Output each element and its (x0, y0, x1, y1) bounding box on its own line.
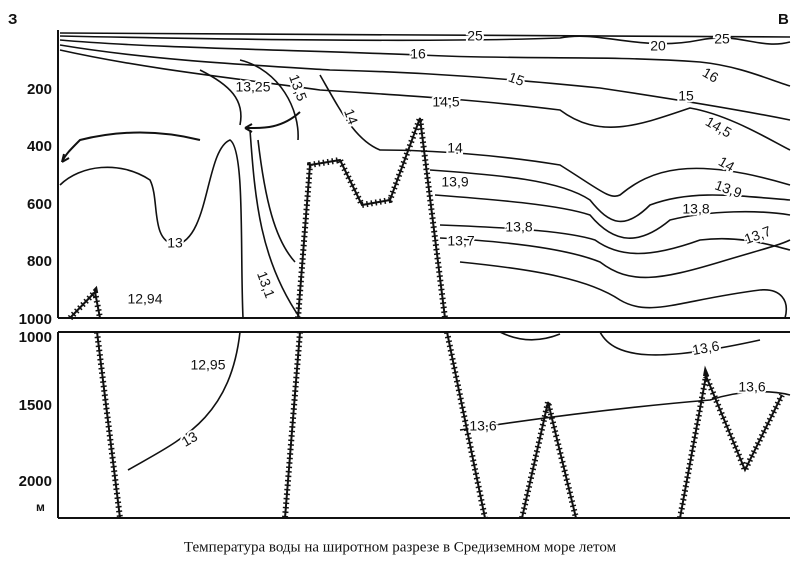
depth-label: 1000 (19, 311, 52, 328)
depth-label: 200 (27, 81, 52, 98)
isotherm-label: 13,7 (742, 223, 773, 247)
isotherm-label: 13,7 (447, 233, 474, 249)
depth-label: 800 (27, 253, 52, 270)
isotherm-label: 13 (167, 235, 183, 251)
isotherm-label: 13,1 (254, 269, 278, 300)
depth-unit: м (36, 500, 45, 514)
depth-label: 2000 (19, 473, 52, 490)
isotherm-label: 13,8 (505, 219, 532, 235)
east-label: В (778, 11, 789, 28)
isotherm-label: 14,5 (703, 113, 735, 141)
isotherm-label: 13,8 (682, 201, 709, 217)
depth-label: 1500 (19, 397, 52, 414)
isotherm-label: 20 (650, 38, 666, 54)
arrows (61, 111, 301, 163)
isotherm-label: 12,94 (127, 291, 162, 307)
isotherm-label: 13,6 (469, 418, 496, 434)
isotherm-label: 13,9 (713, 177, 744, 201)
isotherm-label: 13 (179, 428, 201, 450)
isotherm-label: 14,5 (432, 94, 459, 110)
isotherm-label: 13,5 (286, 72, 310, 103)
caption: Температура воды на широтном разрезе в С… (184, 539, 617, 555)
isotherm-label: 13,25 (235, 79, 270, 95)
isotherm-label: 12,95 (190, 357, 225, 373)
isotherm-label: 15 (678, 88, 694, 104)
isotherm-label: 16 (700, 64, 722, 86)
seabed (67, 116, 785, 519)
isotherm-label: 13,9 (441, 174, 468, 190)
isotherm-label: 14 (341, 107, 361, 127)
isotherm-label: 14 (447, 140, 463, 156)
isotherm-label: 15 (506, 69, 526, 89)
isotherm-label: 13,6 (691, 337, 721, 358)
frame (57, 30, 790, 519)
depth-label: 600 (27, 196, 52, 213)
isotherm-label: 13,6 (738, 379, 765, 395)
isotherm-label: 25 (714, 31, 730, 47)
depth-label: 1000 (19, 329, 52, 346)
depth-label: 400 (27, 138, 52, 155)
west-label: З (8, 11, 17, 28)
isotherms (59, 32, 791, 471)
isotherm-label: 16 (410, 46, 426, 62)
isotherm-label: 25 (467, 28, 483, 44)
